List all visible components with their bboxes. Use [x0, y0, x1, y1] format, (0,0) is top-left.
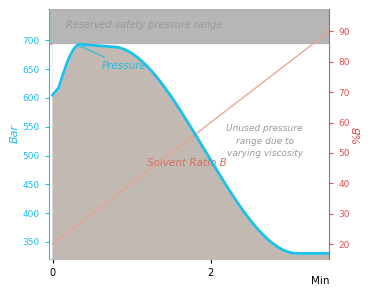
Text: Pressure: Pressure	[79, 46, 147, 71]
Text: Unused pressure
range due to
varying viscosity: Unused pressure range due to varying vis…	[226, 124, 303, 158]
Text: Solvent Ratio B: Solvent Ratio B	[147, 158, 227, 168]
Y-axis label: Bar: Bar	[10, 124, 19, 143]
Text: Reserved safety pressure range: Reserved safety pressure range	[66, 20, 222, 30]
Y-axis label: %B: %B	[352, 125, 362, 143]
Text: Min: Min	[311, 276, 329, 287]
